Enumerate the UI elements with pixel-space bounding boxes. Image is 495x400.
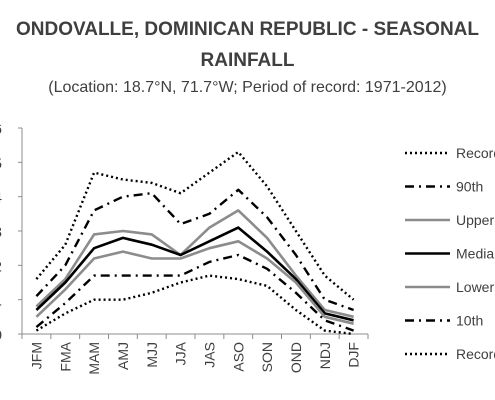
y-axis-labels: 0 1 2 3 4 5 6 bbox=[0, 121, 2, 344]
x-tick-label: DJF bbox=[346, 342, 362, 368]
x-tick-label: AMJ bbox=[115, 342, 131, 370]
series-line-2 bbox=[35, 209, 354, 319]
chart-title-line-2: RAINFALL bbox=[200, 50, 295, 71]
y-tick-label: 5 bbox=[0, 155, 2, 172]
x-tick-label: OND bbox=[288, 342, 304, 373]
y-tick-label: 1 bbox=[0, 293, 2, 310]
x-tick-label: FMA bbox=[57, 341, 73, 371]
series-line-4 bbox=[35, 240, 354, 325]
axes bbox=[18, 127, 369, 339]
x-axis-labels: JFM FMA MAM AMJ MJJ JJA JAS ASO SON OND NDJ DJF bbox=[28, 341, 361, 374]
x-tick-label: JAS bbox=[201, 342, 217, 368]
y-tick-label: 2 bbox=[0, 258, 2, 275]
y-tick-label: 4 bbox=[0, 190, 2, 207]
y-tick-label: 0 bbox=[0, 327, 2, 344]
legend-label-0: Record bbox=[456, 145, 495, 161]
legend-label-4: Lower bbox=[456, 279, 494, 295]
series-lines bbox=[35, 150, 355, 336]
legend-label-2: Upper bbox=[456, 212, 494, 228]
x-tick-label: MAM bbox=[86, 342, 102, 375]
x-tick-label: JJA bbox=[173, 341, 189, 365]
legend-label-3: Median bbox=[456, 246, 495, 262]
series-line-6 bbox=[35, 274, 354, 336]
chart-subtitle: (Location: 18.7°N, 71.7°W; Period of rec… bbox=[48, 79, 447, 96]
x-tick-label: SON bbox=[259, 342, 275, 372]
series-line-5 bbox=[35, 253, 355, 332]
y-tick-label: 3 bbox=[0, 224, 2, 241]
series-line-1 bbox=[35, 188, 355, 312]
x-tick-label: NDJ bbox=[317, 342, 333, 369]
series-line-0 bbox=[35, 150, 355, 301]
x-tick-label: ASO bbox=[230, 342, 246, 372]
series-line-3 bbox=[35, 226, 354, 322]
chart-title-line-1: ONDOVALLE, DOMINICAN REPUBLIC - SEASONAL bbox=[15, 19, 480, 40]
x-tick-label: JFM bbox=[28, 342, 44, 369]
x-tick-label: MJJ bbox=[144, 342, 160, 368]
legend-label-6: Record bbox=[456, 346, 495, 362]
legend-label-5: 10th bbox=[456, 313, 483, 329]
legend-label-1: 90th bbox=[456, 179, 483, 195]
y-tick-label: 6 bbox=[0, 121, 2, 138]
legend: Record 90th Upper Median Lower 10th Record bbox=[405, 145, 495, 362]
